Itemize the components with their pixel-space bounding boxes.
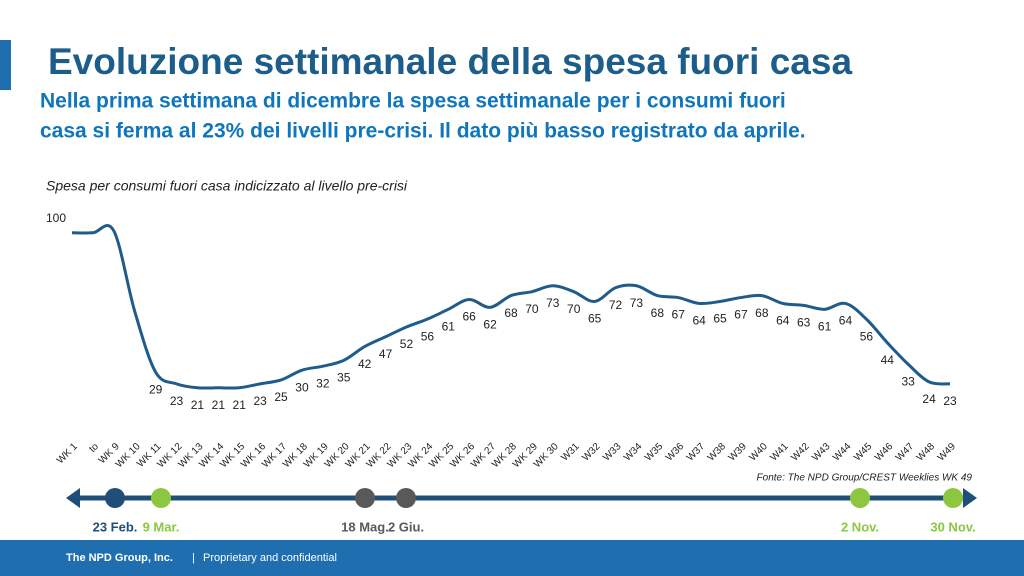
footer-note: Proprietary and confidential [203,552,337,564]
data-label: 23 [253,394,267,408]
data-label: 73 [630,296,644,310]
data-label: 44 [881,353,895,367]
timeline-label: 18 Mag. [341,519,389,534]
data-label: 33 [902,374,916,388]
data-label: 61 [442,319,456,333]
timeline-label: 23 Feb. [93,519,138,534]
timeline-marker [396,488,416,508]
data-label: 100 [46,211,66,225]
data-label: 25 [274,390,288,404]
timeline-marker [850,488,870,508]
data-label: 56 [421,329,435,343]
timeline-marker [105,488,125,508]
timeline-label: 2 Nov. [841,519,879,534]
data-label: 64 [776,314,790,328]
data-label: 42 [358,357,372,371]
data-label: 61 [818,319,832,333]
data-label: 64 [692,314,706,328]
data-label: 65 [588,312,602,326]
footer-separator: | [192,552,195,564]
timeline-marker [943,488,963,508]
data-label: 62 [483,318,497,332]
timeline-arrow [66,488,80,508]
data-label: 32 [316,376,330,390]
data-label: 21 [212,398,226,412]
data-label: 21 [191,398,205,412]
data-label: 66 [463,310,477,324]
data-label: 52 [400,337,414,351]
accent-bar [0,40,11,90]
footer-company: The NPD Group, Inc. [66,552,173,564]
data-label: 67 [672,308,686,322]
footer-band [0,540,1024,576]
data-label: 67 [734,308,748,322]
timeline-label: 30 Nov. [930,519,975,534]
data-label: 63 [797,316,811,330]
data-label: 73 [546,296,560,310]
data-label: 30 [295,380,309,394]
subtitle: casa si ferma al 23% dei livelli pre-cri… [40,120,806,143]
data-label: 23 [170,394,184,408]
data-label: 68 [755,306,769,320]
timeline-label: 2 Giu. [388,519,424,534]
data-label: 68 [504,306,518,320]
timeline-arrow [963,488,977,508]
data-label: 24 [922,392,936,406]
data-label: 72 [609,298,623,312]
source: Fonte: The NPD Group/CREST Weeklies WK 4… [757,473,973,484]
subtitle: Nella prima settimana di dicembre la spe… [40,90,786,113]
data-label: 29 [149,382,163,396]
line [71,224,951,390]
timeline-marker [355,488,375,508]
data-label: 21 [233,398,247,412]
data-label: 70 [567,302,581,316]
data-label: 56 [860,329,874,343]
data-label: 23 [943,394,957,408]
data-label: 47 [379,347,393,361]
data-label: 64 [839,314,853,328]
timeline-label: 9 Mar. [143,519,180,534]
title: Evoluzione settimanale della spesa fuori… [48,41,852,82]
timeline-marker [151,488,171,508]
data-label: 65 [713,312,727,326]
data-label: 35 [337,371,351,385]
y-axis-title: Spesa per consumi fuori casa indicizzato… [46,178,408,194]
data-label: 68 [651,306,665,320]
data-label: 70 [525,302,539,316]
